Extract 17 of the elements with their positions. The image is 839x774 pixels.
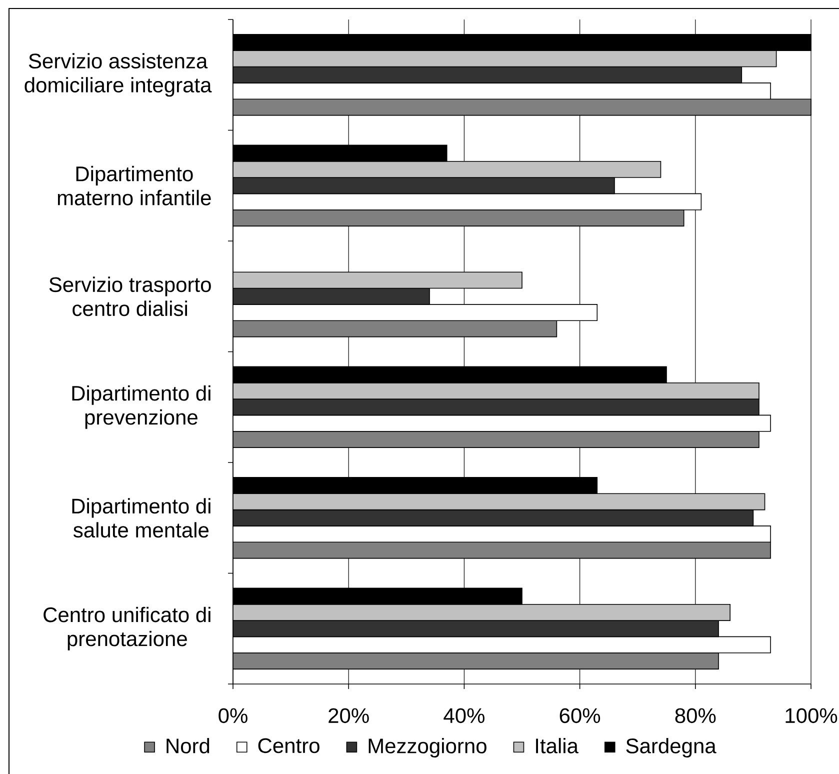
y-tick-label: Servizio trasporto centro dialisi [49,276,211,316]
x-tick-label: 0% [218,708,248,724]
x-tick-label: 60% [560,708,600,724]
legend-label: Centro [258,738,320,754]
legend-label: Italia [536,738,578,754]
x-tick-label: 40% [444,708,484,724]
y-tick-label: Centro unificato di prenotazione [44,606,210,650]
y-tick-label: Dipartimento di salute mentale [72,498,210,538]
x-tick-label: 80% [675,708,716,724]
legend-label: Mezzogiorno [368,738,486,758]
y-tick-label: Dipartimento di prevenzione [72,385,210,429]
x-tick-label: 20% [328,708,369,724]
y-tick-label: Servizio assistenza domiciliare integrata [24,53,212,97]
y-tick-label: Dipartimento materno infantile [58,166,211,206]
legend-label: Nord [166,738,210,754]
legend-label: Sardegna [626,738,716,758]
x-tick-label: 100% [786,708,838,724]
